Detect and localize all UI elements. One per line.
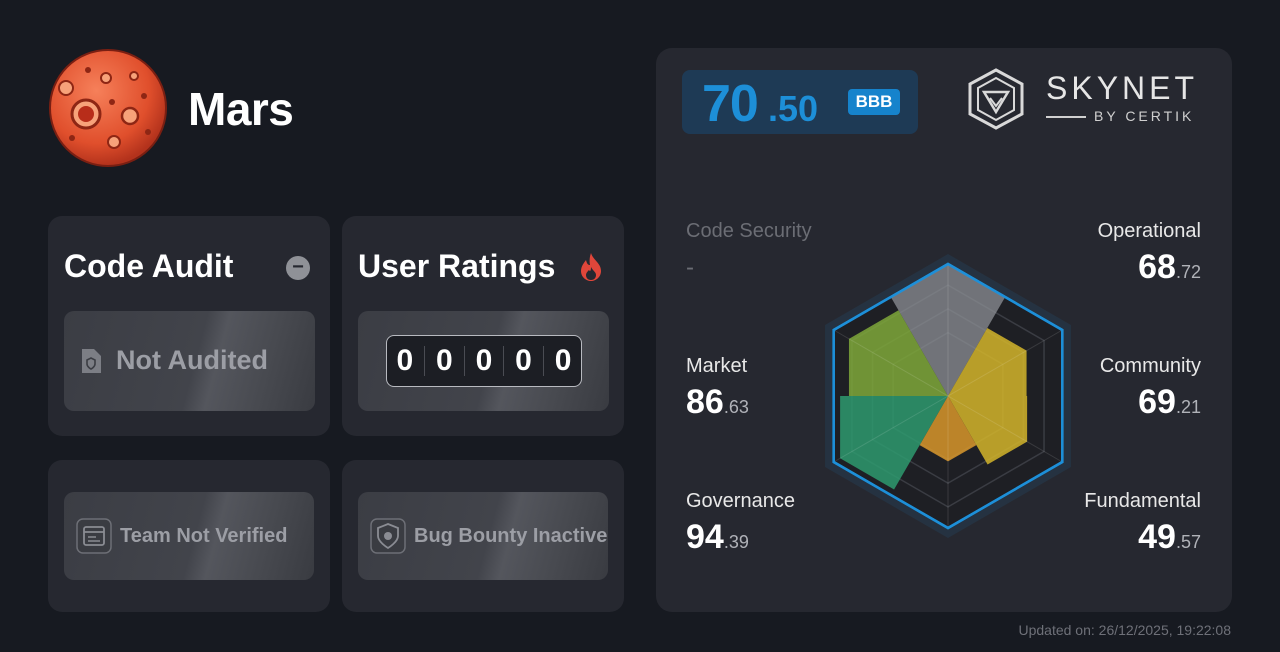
radar-area-market [848, 310, 948, 396]
score-decimal: .50 [768, 88, 819, 129]
team-status: Team Not Verified [120, 525, 288, 547]
radar-border [832, 262, 1064, 530]
mars-planet-logo [49, 49, 167, 167]
governance-value: 94.39 [686, 518, 749, 556]
rating-digit: 0 [475, 344, 493, 377]
skynet-logo-icon [968, 68, 1024, 130]
skynet-score-box[interactable]: 70 .50 BBB [682, 70, 918, 134]
market-value: 86.63 [686, 383, 749, 421]
rating-digit: 0 [396, 344, 414, 377]
brand-name: SKYNET [1046, 70, 1199, 106]
radar-area-operational [948, 327, 1027, 396]
rating-digit: 0 [436, 344, 453, 377]
code-security-label: Code Security [686, 220, 812, 242]
bug-bounty-card[interactable]: Bug Bounty Inactive [342, 460, 624, 612]
fundamental-value: 49.57 [1138, 518, 1201, 556]
team-status-box: Team Not Verified [64, 492, 314, 580]
fire-icon [581, 253, 601, 281]
radar-spoke [833, 329, 949, 397]
fundamental-label: Fundamental [1084, 490, 1201, 512]
rating-counter: 0 0 0 0 0 [386, 335, 582, 387]
brand-divider [1046, 116, 1086, 118]
radar-spoke [947, 329, 1063, 397]
brand-subtitle: BY CERTIK [1094, 108, 1195, 124]
code-audit-title: Code Audit [64, 248, 234, 284]
radar-spoke [947, 395, 1063, 463]
code-audit-status: Not Audited [116, 345, 268, 375]
skynet-score-panel: 70 .50 BBB SKYNET BY CERTIK Code Securit… [656, 48, 1232, 612]
team-card[interactable]: Team Not Verified [48, 460, 330, 612]
bug-bounty-status: Bug Bounty Inactive [414, 525, 608, 547]
minus-icon: − [286, 256, 310, 280]
community-label: Community [1099, 355, 1201, 377]
updated-timestamp: Updated on: 26/12/2025, 19:22:08 [1018, 622, 1231, 638]
governance-label: Governance [686, 490, 795, 512]
market-label: Market [686, 355, 748, 377]
radar-area-code-security [890, 264, 1006, 396]
code-security-value: - [686, 254, 694, 281]
radar-area-community [948, 396, 1028, 465]
bug-bounty-status-box: Bug Bounty Inactive [358, 492, 608, 580]
id-card-icon [76, 518, 112, 554]
document-shield-icon [82, 349, 101, 373]
radar-area-fundamental [919, 396, 977, 462]
operational-value: 68.72 [1138, 248, 1201, 286]
rating-digit: 0 [554, 344, 572, 377]
code-audit-status-box: Not Audited [64, 311, 315, 411]
radar-spoke [833, 395, 949, 463]
user-ratings-box: 0 0 0 0 0 [358, 311, 609, 411]
user-ratings-card[interactable]: User Ratings 0 0 0 0 0 [342, 216, 624, 436]
score-integer: 70 [702, 75, 759, 133]
grade-badge: BBB [848, 89, 900, 115]
shield-bug-icon [370, 518, 406, 554]
project-name: Mars [188, 83, 294, 135]
rating-digit: 0 [515, 344, 532, 377]
code-audit-card[interactable]: Code Audit − Not Audited [48, 216, 330, 436]
user-ratings-title: User Ratings [358, 248, 556, 284]
radar-area-governance [840, 396, 948, 490]
community-value: 69.21 [1138, 383, 1201, 421]
operational-label: Operational [1097, 220, 1201, 242]
radar-chart [825, 254, 1071, 538]
